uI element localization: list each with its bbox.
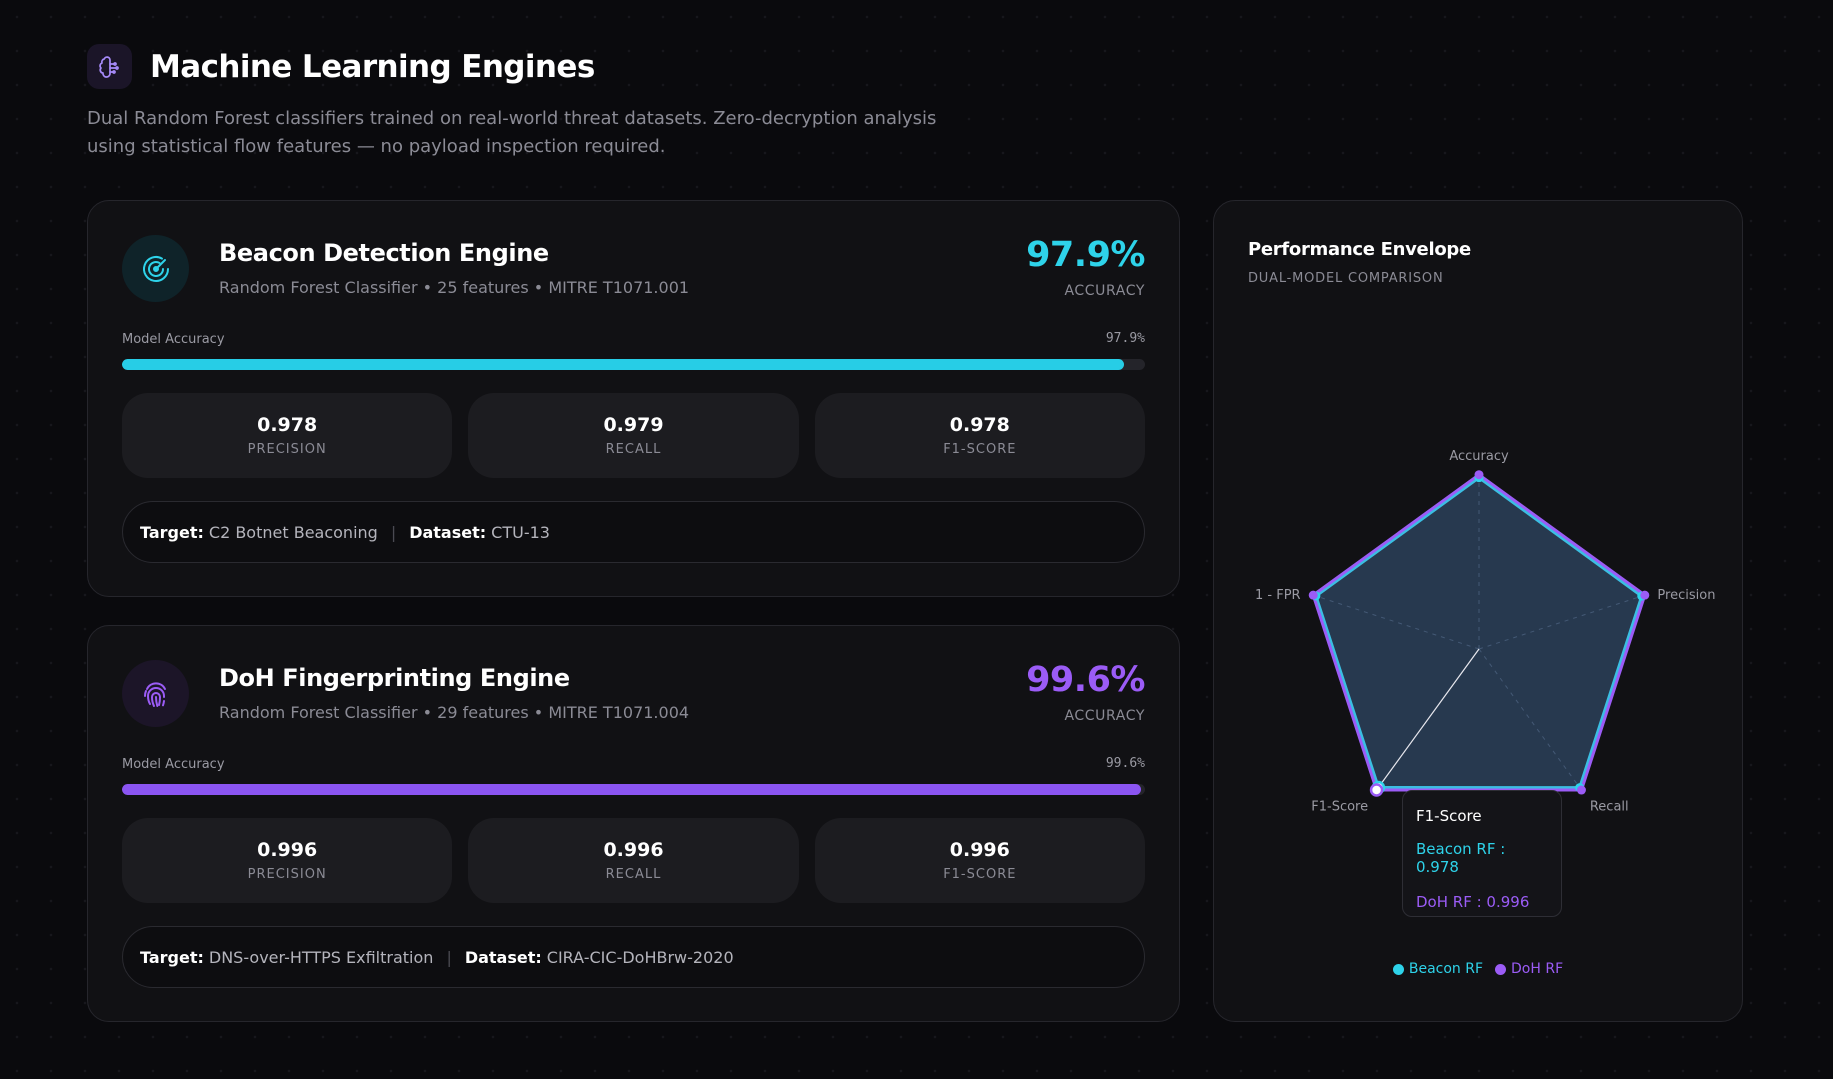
legend-label: Beacon RF: [1408, 961, 1484, 977]
engine-meta: Random Forest Classifier • 25 features •…: [219, 278, 690, 297]
metric-value: 0.996: [949, 839, 1010, 861]
engine-name: DoH Fingerprinting Engine: [219, 664, 570, 692]
tooltip-beacon-value: Beacon RF : 0.978: [1416, 840, 1506, 876]
metric-value: 0.996: [603, 839, 664, 861]
title-row: Machine Learning Engines: [87, 44, 1067, 89]
page-subtitle: Dual Random Forest classifiers trained o…: [87, 108, 937, 157]
radar-icon: [122, 235, 189, 302]
metric-precision: 0.978 PRECISION: [122, 393, 453, 478]
radar-point: [1308, 590, 1318, 600]
radar-title: Performance Envelope: [1248, 239, 1471, 260]
legend-item-doh[interactable]: DoH RF: [1495, 961, 1563, 977]
metric-label: RECALL: [605, 442, 662, 457]
accuracy-progress-bar: [122, 359, 1145, 370]
accuracy-progress-fill: [122, 784, 1141, 795]
bar-label: Model Accuracy: [122, 332, 225, 347]
dataset-label: Dataset:: [409, 522, 487, 542]
metric-label: F1-SCORE: [943, 867, 1017, 882]
target-label: Target:: [140, 947, 204, 967]
radar-hover-line: [1376, 648, 1480, 791]
radar-series-doh-rf: [1311, 473, 1647, 792]
tooltip-doh-value: DoH RF : 0.996: [1416, 893, 1530, 911]
metric-label: PRECISION: [247, 867, 327, 882]
target-label: Target:: [140, 522, 204, 542]
radar-point: [1640, 590, 1650, 600]
bar-value: 97.9%: [1105, 331, 1145, 346]
radar-axis-label: Accuracy: [1449, 449, 1509, 464]
engine-meta: Random Forest Classifier • 29 features •…: [219, 703, 690, 722]
page-title: Machine Learning Engines: [150, 48, 595, 85]
accuracy-progress-fill: [122, 359, 1124, 370]
metric-precision: 0.996 PRECISION: [122, 818, 453, 903]
radar-axis-label: F1-Score: [1311, 800, 1368, 815]
doh-engine-card: DoH Fingerprinting Engine Random Forest …: [87, 625, 1180, 1022]
dataset-value: CTU-13: [491, 522, 550, 542]
brain-icon: [87, 44, 132, 89]
radar-axis-label: Precision: [1657, 588, 1715, 603]
radar-subtitle: DUAL-MODEL COMPARISON: [1248, 271, 1444, 286]
accuracy-value: 97.9%: [1026, 235, 1145, 275]
accuracy-value: 99.6%: [1026, 660, 1145, 700]
radar-spoke: [1478, 594, 1646, 650]
radar-point: [1474, 470, 1484, 480]
legend-dot: [1495, 963, 1507, 975]
divider: |: [446, 947, 452, 967]
divider: |: [390, 522, 397, 542]
radar-chart[interactable]: Accuracy Precision Recall F1-Score 1 - FPR: [1214, 201, 1744, 1023]
chart-legend: Beacon RF DoH RF: [1214, 961, 1742, 977]
radar-axis-label: 1 - FPR: [1255, 588, 1301, 603]
radar-point: [1369, 783, 1384, 797]
metric-value: 0.996: [257, 839, 318, 861]
radar-series-beacon-rf: [1314, 476, 1644, 790]
legend-label: DoH RF: [1511, 961, 1564, 977]
accuracy-caption: ACCURACY: [1064, 708, 1145, 724]
target-value: C2 Botnet Beaconing: [208, 522, 378, 542]
dataset-label: Dataset:: [464, 947, 542, 967]
metric-label: F1-SCORE: [943, 442, 1017, 457]
bar-label: Model Accuracy: [122, 757, 225, 772]
bar-value: 99.6%: [1105, 756, 1145, 771]
tooltip-title: F1-Score: [1416, 807, 1482, 825]
target-dataset-info: Target: DNS-over-HTTPS Exfiltration | Da…: [122, 926, 1145, 988]
metrics-row: 0.996 PRECISION 0.996 RECALL 0.996 F1-SC…: [122, 818, 1145, 903]
metric-value: 0.978: [257, 414, 318, 436]
page-header: Machine Learning Engines Dual Random For…: [87, 44, 1067, 161]
beacon-engine-card: Beacon Detection Engine Random Forest Cl…: [87, 200, 1180, 597]
metric-label: PRECISION: [247, 442, 327, 457]
radar-point: [1576, 785, 1586, 795]
fingerprint-icon: [122, 660, 189, 727]
legend-dot: [1392, 963, 1404, 975]
radar-spoke: [1478, 648, 1583, 791]
legend-item-beacon[interactable]: Beacon RF: [1392, 961, 1484, 977]
radar-axis-label: Recall: [1590, 800, 1629, 815]
metric-recall: 0.996 RECALL: [468, 818, 799, 903]
metric-f1-score: 0.978 F1-SCORE: [814, 393, 1145, 478]
metric-f1-score: 0.996 F1-SCORE: [814, 818, 1145, 903]
engine-header: DoH Fingerprinting Engine Random Forest …: [122, 660, 1145, 730]
metric-value: 0.978: [949, 414, 1010, 436]
engine-header: Beacon Detection Engine Random Forest Cl…: [122, 235, 1145, 305]
target-value: DNS-over-HTTPS Exfiltration: [208, 947, 434, 967]
dataset-value: CIRA-CIC-DoHBrw-2020: [546, 947, 734, 967]
accuracy-caption: ACCURACY: [1064, 283, 1145, 299]
metric-value: 0.979: [603, 414, 664, 436]
metrics-row: 0.978 PRECISION 0.979 RECALL 0.978 F1-SC…: [122, 393, 1145, 478]
chart-tooltip: F1-Score Beacon RF : 0.978 DoH RF : 0.99…: [1402, 790, 1562, 917]
metric-label: RECALL: [605, 867, 662, 882]
performance-envelope-card: Performance Envelope DUAL-MODEL COMPARIS…: [1213, 200, 1743, 1022]
accuracy-progress-bar: [122, 784, 1145, 795]
metric-recall: 0.979 RECALL: [468, 393, 799, 478]
engine-name: Beacon Detection Engine: [219, 239, 549, 267]
radar-spoke: [1312, 594, 1480, 650]
target-dataset-info: Target: C2 Botnet Beaconing | Dataset: C…: [122, 501, 1145, 563]
